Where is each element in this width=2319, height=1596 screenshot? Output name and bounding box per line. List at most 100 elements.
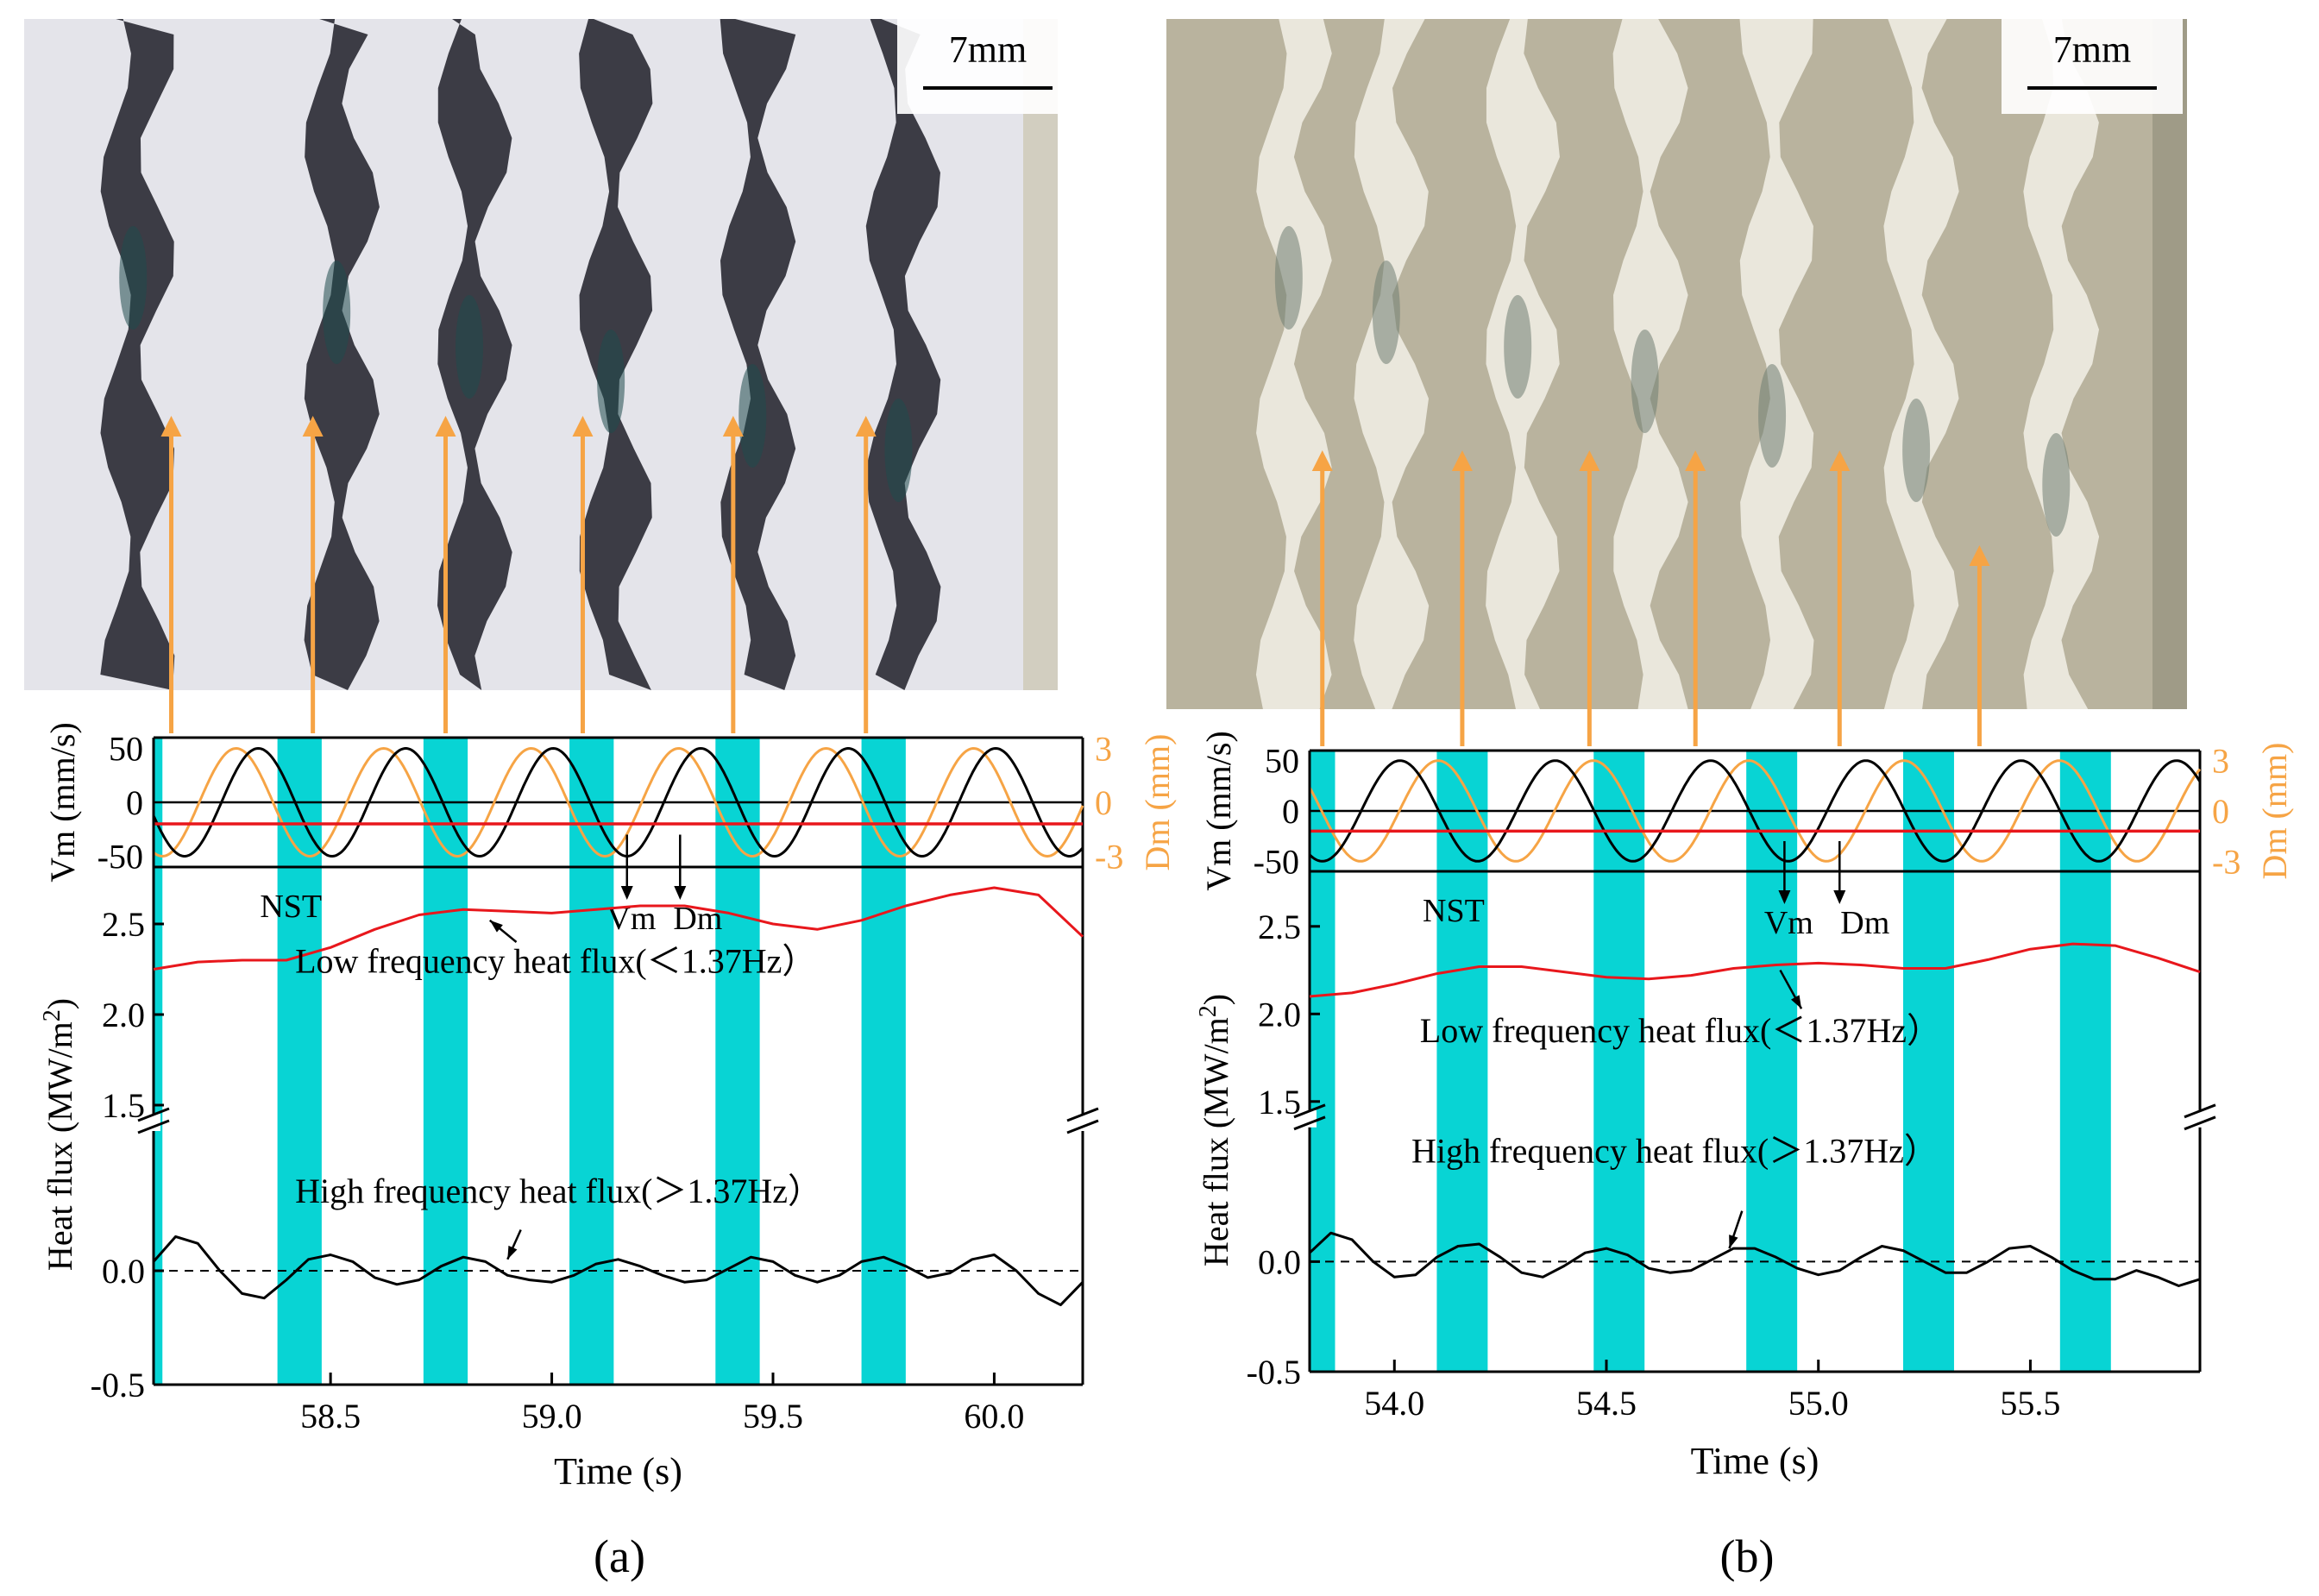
- vm-axis-label: Vm (mm/s): [1199, 731, 1238, 891]
- time-tick-label: 59.0: [522, 1397, 582, 1436]
- correspondence-arrow-head: [1311, 450, 1333, 471]
- correspondence-arrow-head: [722, 416, 744, 437]
- panel-caption: (b): [1720, 1530, 1775, 1582]
- scale-bar-box: [897, 19, 1078, 114]
- correspondence-arrow-head: [572, 416, 594, 437]
- label-pointer-head: [507, 1245, 518, 1260]
- heat-flux-axis-label-close: ): [1197, 994, 1235, 1005]
- time-tick-label: 55.0: [1788, 1384, 1849, 1423]
- vm-axis-label: Vm (mm/s): [43, 722, 82, 883]
- heat-flux-tick-label: 2.0: [102, 996, 145, 1034]
- ripple-shadow: [2042, 433, 2071, 537]
- correspondence-arrow-head: [302, 416, 324, 437]
- high-frequency-heat-flux-line: [1308, 1231, 2201, 1287]
- dm-axis-label: Dm (mm): [2255, 743, 2294, 880]
- heat-flux-tick-label: -0.5: [1247, 1353, 1301, 1392]
- weld-ripple-stripe: [1255, 19, 1332, 709]
- weld-ripple-stripe: [865, 19, 941, 690]
- scale-bar-label: 7mm: [2053, 28, 2131, 71]
- ripple-shadow: [884, 399, 913, 502]
- time-tick-label: 54.0: [1364, 1384, 1424, 1423]
- time-tick-label: 59.5: [743, 1397, 803, 1436]
- heat-flux-tick-label: 2.0: [1258, 995, 1301, 1034]
- dm-tick-label: 0: [1095, 783, 1112, 822]
- weld-surface-photo: 7mm: [1166, 19, 2187, 709]
- weld-ripple-stripe: [1739, 19, 1814, 709]
- axis-break-mark: [1293, 1115, 1326, 1131]
- axis-break-mark: [137, 1107, 170, 1122]
- heat-flux-tick-label: 2.5: [1258, 908, 1301, 946]
- nst-band: [423, 738, 468, 1385]
- high-frequency-label: High frequency heat flux(＞1.37Hz）: [295, 1172, 822, 1210]
- ripple-shadow: [1902, 399, 1931, 502]
- axis-break-mark: [1066, 1119, 1099, 1134]
- weld-ripple-stripe: [100, 19, 175, 690]
- correspondence-arrow-head: [855, 416, 877, 437]
- vm-series-line: [1308, 759, 2202, 863]
- time-tick-label: 54.5: [1576, 1384, 1637, 1423]
- ripple-shadow: [456, 295, 484, 399]
- dm-tick-label: 3: [1095, 730, 1112, 769]
- ripple-shadow: [597, 330, 625, 433]
- nst-label: NST: [1423, 893, 1485, 929]
- ripple-shadow: [119, 226, 148, 330]
- correspondence-arrow-head: [1969, 545, 1990, 566]
- annotation-label: Vm: [1764, 905, 1813, 941]
- weld-surface-photo: 7mm: [24, 19, 1078, 690]
- nst-band: [154, 738, 163, 1385]
- axis-break-mark: [2184, 1103, 2216, 1119]
- ripple-shadow: [1372, 261, 1400, 364]
- weld-ripple-stripe: [2023, 19, 2100, 709]
- weld-ripple-stripe: [1883, 19, 1959, 709]
- dm-axis-label: Dm (mm): [1138, 734, 1177, 871]
- ripple-shadow: [323, 261, 351, 364]
- dm-tick-label: -3: [1095, 838, 1123, 877]
- nst-band: [1310, 751, 1335, 1372]
- photo-background: [24, 19, 1058, 690]
- heat-flux-axis-label-main: Heat flux (MW/m: [41, 1021, 79, 1271]
- heat-flux-tick-label: 0.0: [1258, 1242, 1301, 1281]
- correspondence-arrow-head: [160, 416, 182, 437]
- photo-edge: [2152, 19, 2187, 709]
- vm-tick-label: 0: [1282, 792, 1299, 831]
- high-frequency-label: High frequency heat flux(＞1.37Hz）: [1411, 1132, 1939, 1171]
- dm-series-line: [1308, 759, 2202, 863]
- low-frequency-heat-flux-line: [1309, 942, 2201, 998]
- axis-break-mark: [1293, 1103, 1326, 1119]
- nst-band: [1746, 751, 1798, 1372]
- annotation-arrow-head: [674, 886, 687, 900]
- annotation-arrow-head: [1833, 890, 1846, 904]
- dm-tick-label: 3: [2212, 742, 2229, 781]
- dm-tick-label: 0: [2212, 792, 2229, 831]
- correspondence-arrow-head: [1829, 450, 1851, 471]
- nst-band: [1593, 751, 1645, 1372]
- time-tick-label: 55.5: [2000, 1384, 2060, 1423]
- axis-break-mark: [137, 1119, 170, 1134]
- low-frequency-label: Low frequency heat flux(＜1.37Hz）: [295, 942, 816, 981]
- heat-flux-axis-label: Heat flux (MW/m2): [1195, 994, 1235, 1266]
- panel-caption: (a): [594, 1530, 645, 1582]
- ripple-shadow: [738, 364, 767, 468]
- annotation-arrow-head: [620, 886, 633, 900]
- photo-background: [1166, 19, 2187, 709]
- time-tick-label: 58.5: [300, 1397, 361, 1436]
- heat-flux-tick-label: 1.5: [102, 1086, 145, 1125]
- nst-band: [569, 738, 614, 1385]
- heat-flux-tick-label: 1.5: [1258, 1083, 1301, 1122]
- heat-flux-tick-label: -0.5: [91, 1366, 145, 1404]
- high-frequency-heat-flux-line: [152, 1235, 1084, 1307]
- vm-tick-label: 0: [126, 783, 143, 822]
- heat-flux-axis-label-sup: 2: [39, 1009, 66, 1021]
- time-tick-label: 60.0: [964, 1397, 1024, 1436]
- heat-flux-axis-label-main: Heat flux (MW/m: [1197, 1017, 1235, 1266]
- scale-bar-box: [2002, 19, 2183, 114]
- axis-break-mark: [2184, 1115, 2216, 1131]
- label-pointer-head: [1791, 995, 1802, 1009]
- low-frequency-label: Low frequency heat flux(＜1.37Hz）: [1420, 1011, 1941, 1050]
- vm-tick-label: -50: [1254, 842, 1299, 881]
- ripple-shadow: [1631, 330, 1659, 433]
- weld-ripple-stripe: [720, 19, 796, 690]
- heat-flux-axis-label-close: ): [41, 998, 79, 1009]
